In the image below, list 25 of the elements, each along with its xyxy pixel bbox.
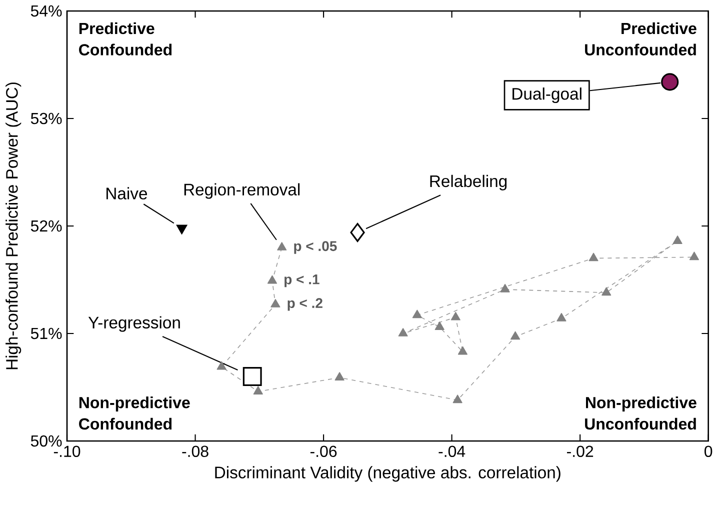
y-tick-label: 52% (30, 220, 62, 232)
annotation: Predictive Confounded (79, 22, 172, 56)
y-axis-title: High-confound Predictive Power (AUC) (6, 82, 22, 370)
y-tick-label: 54% (30, 5, 62, 17)
x-tick-label: -.02 (566, 446, 594, 458)
y-tick-label: 53% (30, 112, 62, 124)
annotation: Predictive Unconfounded (585, 22, 696, 56)
text: Relabeling (430, 174, 507, 190)
annotation: p < .05 (294, 241, 337, 254)
x-tick-label: 0 (704, 446, 712, 458)
annotation: Non-predictive Confounded (79, 396, 190, 430)
x-tick-label: -.08 (182, 446, 208, 458)
text: Region-removal (184, 183, 300, 199)
text: Dual-goal (512, 88, 582, 104)
x-tick-label: -.10 (54, 446, 80, 458)
annotation: Non-predictive Unconfounded (585, 396, 696, 430)
annotation: p < .1 (284, 274, 320, 288)
legend-label: Y-regression (88, 316, 180, 332)
y-tick-label: 51% (30, 328, 62, 340)
x-axis-title: Discriminant Validity (negative abs. correlation) (215, 466, 560, 482)
annotation: p < .2 (288, 298, 322, 311)
x-tick-label: -.06 (310, 446, 337, 458)
y-tick-label: 50% (30, 435, 62, 447)
x-tick-label: -.04 (438, 446, 466, 458)
text: Naive (106, 187, 148, 200)
